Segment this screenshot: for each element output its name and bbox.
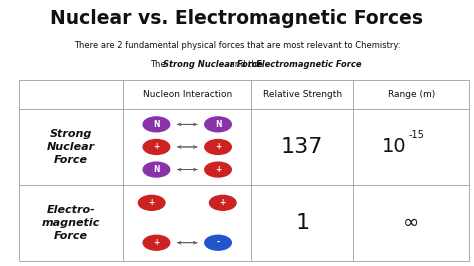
Text: +: + [215, 165, 221, 174]
Text: and the: and the [228, 60, 265, 69]
Text: -: - [217, 238, 219, 247]
Text: ∞: ∞ [403, 213, 419, 232]
Text: N: N [215, 120, 221, 129]
Text: Electro-
magnetic
Force: Electro- magnetic Force [42, 205, 100, 241]
Text: Electromagnetic Force: Electromagnetic Force [256, 60, 362, 69]
Circle shape [143, 235, 170, 250]
Circle shape [138, 195, 165, 210]
Text: 1: 1 [295, 213, 309, 233]
Text: Range (m): Range (m) [388, 90, 435, 99]
Text: The: The [150, 60, 168, 69]
Text: 137: 137 [281, 137, 323, 157]
Circle shape [143, 139, 170, 154]
Circle shape [205, 117, 231, 132]
Text: Relative Strength: Relative Strength [263, 90, 342, 99]
Text: +: + [153, 238, 160, 247]
Text: +: + [153, 143, 160, 151]
Bar [19, 80, 469, 261]
Text: +: + [148, 198, 155, 207]
Text: There are 2 fundamental physical forces that are most relevant to Chemistry:: There are 2 fundamental physical forces … [74, 41, 400, 50]
Text: +: + [219, 198, 226, 207]
Circle shape [143, 162, 170, 177]
Text: Nuclear vs. Electromagnetic Forces: Nuclear vs. Electromagnetic Forces [51, 9, 423, 28]
Circle shape [205, 139, 231, 154]
Text: -15: -15 [409, 130, 425, 140]
Text: Strong
Nuclear
Force: Strong Nuclear Force [47, 129, 95, 165]
Text: 10: 10 [382, 138, 406, 156]
Circle shape [205, 235, 231, 250]
Text: Strong Nuclear Force: Strong Nuclear Force [163, 60, 263, 69]
Text: N: N [153, 165, 160, 174]
Circle shape [205, 162, 231, 177]
Text: N: N [153, 120, 160, 129]
Text: Nucleon Interaction: Nucleon Interaction [143, 90, 232, 99]
Circle shape [143, 117, 170, 132]
Text: +: + [215, 143, 221, 151]
Circle shape [210, 195, 236, 210]
